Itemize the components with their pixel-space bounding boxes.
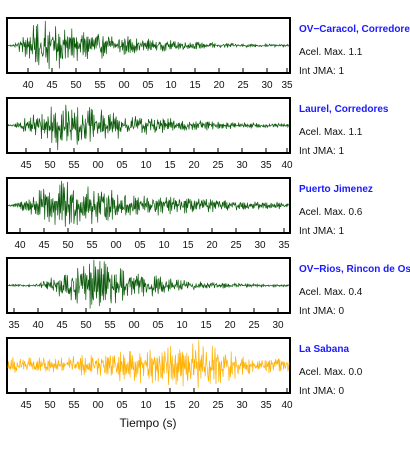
max-acceleration: Acel. Max. 1.1 bbox=[299, 47, 363, 58]
x-tick-label: 45 bbox=[20, 160, 32, 171]
x-tick-label: 35 bbox=[260, 400, 272, 411]
x-tick-label: 20 bbox=[206, 240, 218, 251]
seismogram-panel: 35 40 45 50 55 00 05 10 15 20 25 30 bbox=[6, 257, 291, 331]
waveform-trace bbox=[7, 20, 290, 70]
x-tick-label: 30 bbox=[236, 400, 248, 411]
station-name: OV−Caracol, Corredore bbox=[299, 24, 410, 35]
x-tick-label: 10 bbox=[140, 400, 152, 411]
x-tick-label: 25 bbox=[230, 240, 242, 251]
max-acceleration: Acel. Max. 1.1 bbox=[299, 127, 363, 138]
x-tick-label: 35 bbox=[260, 160, 272, 171]
x-tick-label: 45 bbox=[56, 320, 68, 331]
x-tick-label: 00 bbox=[118, 80, 130, 91]
jma-intensity: Int JMA: 1 bbox=[299, 226, 345, 237]
jma-intensity: Int JMA: 0 bbox=[299, 386, 345, 397]
x-tick-label: 45 bbox=[46, 80, 58, 91]
x-tick-label: 30 bbox=[236, 160, 248, 171]
x-tick-label: 40 bbox=[32, 320, 44, 331]
x-tick-label: 55 bbox=[86, 240, 98, 251]
x-tick-label: 25 bbox=[237, 80, 249, 91]
x-tick-label: 15 bbox=[189, 80, 201, 91]
x-tick-label: 10 bbox=[140, 160, 152, 171]
x-tick-label: 05 bbox=[152, 320, 164, 331]
x-tick-label: 35 bbox=[281, 80, 293, 91]
x-tick-label: 55 bbox=[94, 80, 106, 91]
x-tick-label: 50 bbox=[44, 400, 56, 411]
x-axis-label: Tiempo (s) bbox=[119, 416, 177, 430]
x-tick-label: 00 bbox=[110, 240, 122, 251]
seismogram-panel: 45 50 55 00 05 10 15 20 25 30 35 40 bbox=[6, 337, 293, 411]
x-tick-label: 05 bbox=[116, 160, 128, 171]
x-tick-label: 25 bbox=[212, 160, 224, 171]
x-tick-label: 05 bbox=[116, 400, 128, 411]
x-tick-label: 10 bbox=[165, 80, 177, 91]
station-name: OV−Rios, Rincon de Os bbox=[299, 264, 410, 275]
x-tick-label: 40 bbox=[14, 240, 26, 251]
panel-frame bbox=[6, 257, 291, 314]
x-tick-label: 50 bbox=[62, 240, 74, 251]
x-tick-label: 40 bbox=[281, 400, 293, 411]
x-tick-label: 00 bbox=[92, 160, 104, 171]
waveform-trace bbox=[7, 104, 290, 151]
x-tick-label: 15 bbox=[182, 240, 194, 251]
x-tick-label: 55 bbox=[68, 160, 80, 171]
x-tick-label: 35 bbox=[8, 320, 20, 331]
x-tick-label: 00 bbox=[92, 400, 104, 411]
x-tick-label: 05 bbox=[134, 240, 146, 251]
seismogram-panel: 45 50 55 00 05 10 15 20 25 30 35 40 bbox=[6, 97, 293, 171]
x-tick-label: 10 bbox=[158, 240, 170, 251]
x-tick-label: 45 bbox=[20, 400, 32, 411]
x-tick-label: 30 bbox=[272, 320, 284, 331]
x-tick-label: 55 bbox=[68, 400, 80, 411]
x-tick-label: 35 bbox=[278, 240, 290, 251]
x-tick-label: 40 bbox=[22, 80, 34, 91]
max-acceleration: Acel. Max. 0.0 bbox=[299, 367, 363, 378]
x-tick-label: 20 bbox=[213, 80, 225, 91]
station-name: Laurel, Corredores bbox=[299, 104, 389, 115]
x-tick-label: 20 bbox=[188, 160, 200, 171]
seismogram-panel: 40 45 50 55 00 05 10 15 20 25 30 35 bbox=[6, 17, 293, 91]
waveform-trace bbox=[7, 259, 290, 309]
x-tick-label: 25 bbox=[248, 320, 260, 331]
x-tick-label: 15 bbox=[200, 320, 212, 331]
seismogram-panel: 40 45 50 55 00 05 10 15 20 25 30 35 bbox=[6, 177, 291, 251]
waveform-trace bbox=[7, 339, 290, 389]
panel-frame bbox=[6, 337, 291, 394]
x-tick-label: 15 bbox=[164, 160, 176, 171]
max-acceleration: Acel. Max. 0.6 bbox=[299, 207, 363, 218]
jma-intensity: Int JMA: 1 bbox=[299, 146, 345, 157]
x-tick-label: 10 bbox=[176, 320, 188, 331]
x-tick-label: 25 bbox=[212, 400, 224, 411]
panel-frame bbox=[6, 177, 291, 234]
x-tick-label: 40 bbox=[281, 160, 293, 171]
x-tick-label: 30 bbox=[254, 240, 266, 251]
waveform-trace bbox=[7, 180, 290, 227]
x-tick-label: 45 bbox=[38, 240, 50, 251]
jma-intensity: Int JMA: 1 bbox=[299, 66, 345, 77]
x-tick-label: 50 bbox=[70, 80, 82, 91]
station-name: Puerto Jimenez bbox=[299, 184, 373, 195]
x-tick-label: 15 bbox=[164, 400, 176, 411]
x-tick-label: 20 bbox=[188, 400, 200, 411]
x-tick-label: 00 bbox=[128, 320, 140, 331]
max-acceleration: Acel. Max. 0.4 bbox=[299, 287, 363, 298]
panel-frame bbox=[6, 97, 291, 154]
station-name: La Sabana bbox=[299, 344, 350, 355]
x-tick-label: 30 bbox=[261, 80, 273, 91]
jma-intensity: Int JMA: 0 bbox=[299, 306, 345, 317]
x-tick-label: 50 bbox=[44, 160, 56, 171]
x-tick-label: 55 bbox=[104, 320, 116, 331]
x-tick-label: 20 bbox=[224, 320, 236, 331]
x-tick-label: 05 bbox=[142, 80, 154, 91]
x-tick-label: 50 bbox=[80, 320, 92, 331]
